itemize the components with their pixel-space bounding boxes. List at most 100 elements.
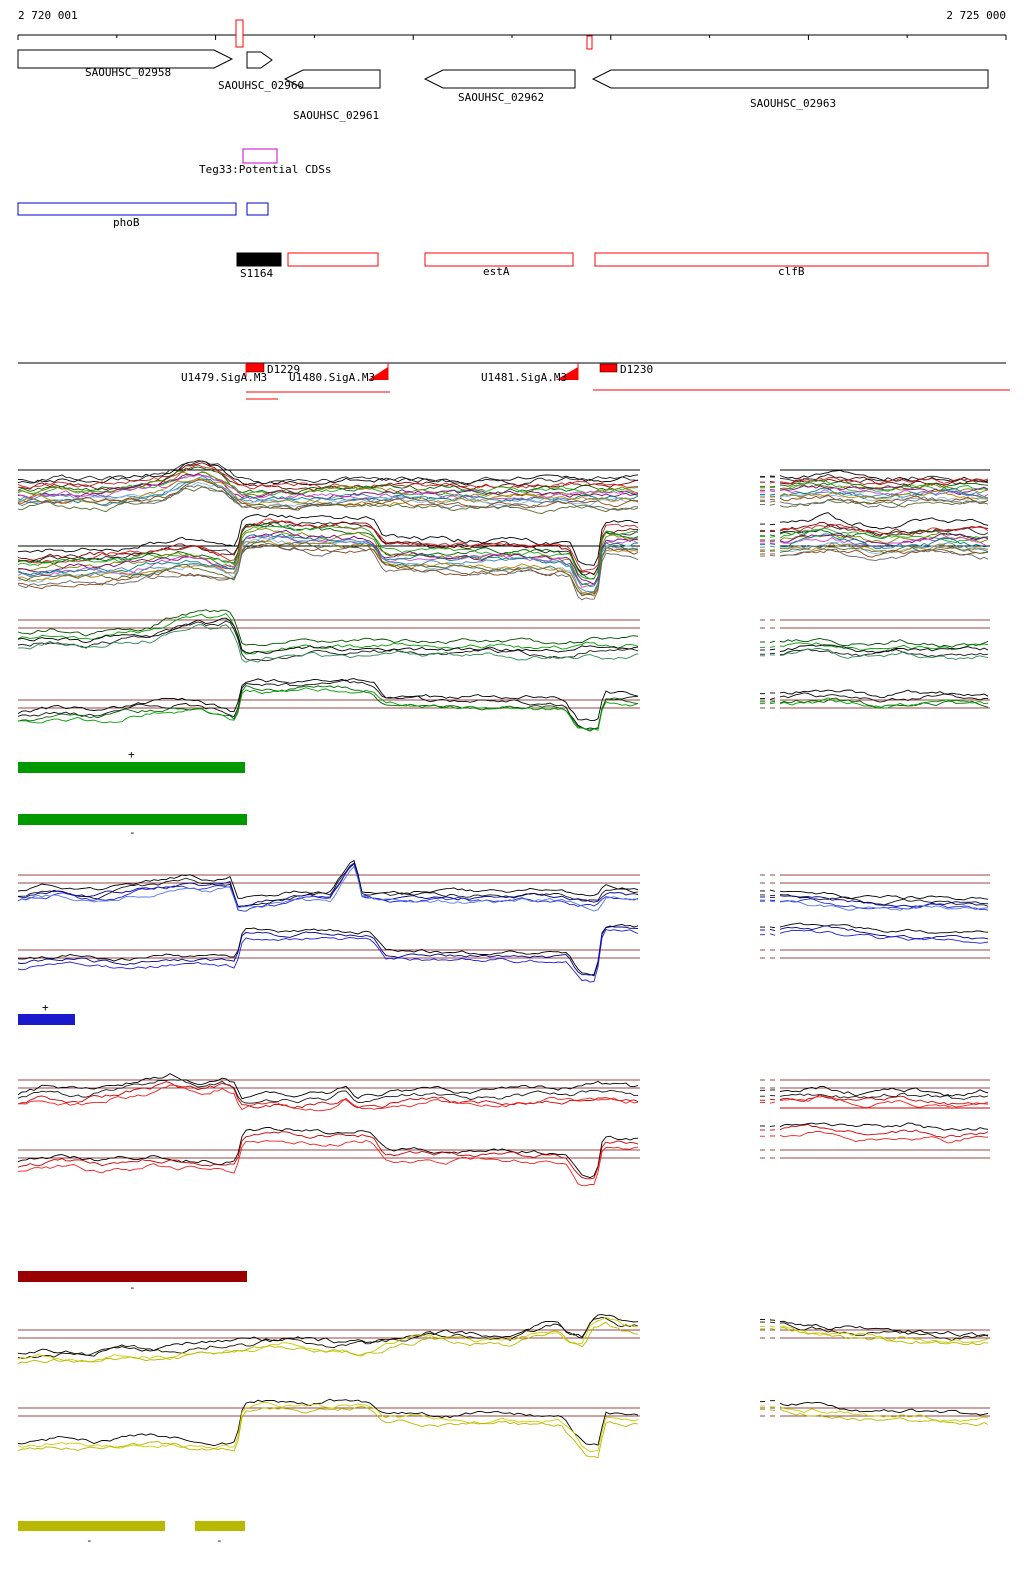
transcript-label-u1479: U1479.SigA.M3 [181,371,268,384]
coverage-line [779,647,989,660]
coverage-line [17,1406,639,1459]
coverage-line [779,692,989,703]
coverage-line [779,1092,989,1100]
minus-strand-label-yellow-1: - [86,1534,93,1547]
strand-bar-1[interactable] [18,762,245,773]
coverage-line [779,542,989,553]
transcript-label-u1481: U1481.SigA.M3 [481,371,568,384]
tss-marker-1[interactable] [235,19,244,48]
gene-arrow-SAOUHSC_02958[interactable] [17,49,234,69]
coverage-line [779,697,989,709]
coverage-line [17,1127,639,1179]
coverage-line [779,548,989,558]
coverage-line [17,1398,639,1447]
coverage-line [17,544,639,601]
coverage-line [18,460,639,487]
coverage-line [17,534,639,588]
strand-bar-4[interactable] [18,1271,247,1282]
coverage-line [779,512,989,530]
track-gap-dash [769,554,776,557]
coverage-line [17,1401,639,1453]
coverage-line [779,487,989,500]
coverage-line [779,1320,989,1337]
phoB-box-main[interactable] [17,202,237,216]
coverage-line [17,474,639,501]
phoB-label: phoB [113,216,140,229]
transcript-flag-D1230[interactable] [599,363,618,373]
coverage-line [17,678,639,722]
s1164-box[interactable] [236,252,282,267]
track-gap-dash [769,1125,776,1127]
coverage-line [779,496,989,508]
coverage-line [779,1085,989,1097]
strand-bar-2[interactable] [18,814,247,825]
coverage-line [17,484,639,511]
clfB-label: clfB [778,265,805,278]
coverage-line [779,900,989,911]
gene-arrow-SAOUHSC_02962[interactable] [423,69,576,89]
coverage-line [779,499,989,508]
track-gap-dash [769,490,776,493]
strand-bar-6[interactable] [195,1521,245,1531]
track-gap-dash [769,929,776,932]
coverage-line [779,895,989,908]
coverage-line [779,477,989,486]
gene-arrow-SAOUHSC_02963[interactable] [591,69,989,89]
coverage-line [779,1408,989,1427]
clfB-box[interactable] [594,252,989,267]
coverage-line [17,612,639,655]
coverage-line [779,494,989,505]
coverage-line [17,529,639,586]
track-gap-dash [769,1327,776,1331]
strand-bar-3[interactable] [18,1014,75,1025]
ruler-start-coordinate: 2 720 001 [18,9,78,22]
coverage-line [779,521,989,537]
coverage-line [17,521,639,576]
coverage-line [17,476,639,505]
track-gap-dash [769,503,776,506]
coverage-line [17,471,639,496]
gene-label-saouhsc-02963: SAOUHSC_02963 [750,97,837,110]
track-gap-dash [769,640,776,643]
coverage-line [17,1079,638,1104]
estA-box[interactable] [424,252,574,267]
transcript-ramp-U1480[interactable] [368,367,388,380]
track-gap-dash [769,933,776,936]
tss-marker-2[interactable] [586,35,593,50]
teg33-box[interactable] [242,148,278,164]
track-gap-dash [769,700,776,703]
coverage-green-condition [17,609,990,732]
coverage-line [779,532,989,547]
track-gap-dash [769,481,776,484]
coverage-line [17,522,639,580]
track-gap-dash [769,646,776,648]
track-gap-dash [769,1325,776,1328]
coverage-line [779,648,989,657]
coverage-line [17,624,639,663]
coverage-line [17,865,639,912]
track-gap-dash [769,543,776,545]
coverage-line [779,1122,989,1131]
coverage-line [17,1316,639,1363]
phoB-box-small[interactable] [246,202,269,216]
coverage-line [17,609,639,646]
track-gap-dash [769,702,776,705]
strand-bar-5[interactable] [18,1521,165,1531]
transcript-ramp-U1481[interactable] [556,367,578,380]
gene-arrow-SAOUHSC_02961[interactable] [283,69,381,89]
coverage-line [779,922,989,934]
cds-red-box-1[interactable] [287,252,379,267]
transcript-label-u1480: U1480.SigA.M3 [289,371,376,384]
coverage-line [779,524,989,536]
estA-label: estA [483,265,510,278]
coverage-line [17,541,639,597]
coverage-line [17,928,639,983]
track-gap-dash [769,1101,776,1104]
coverage-line [779,898,989,911]
coverage-line [779,1325,989,1344]
plus-strand-label-blue: + [42,1001,49,1014]
coverage-line [17,1316,639,1359]
gene-arrow-SAOUHSC_02960[interactable] [246,51,273,69]
track-gap-dash [769,500,776,503]
